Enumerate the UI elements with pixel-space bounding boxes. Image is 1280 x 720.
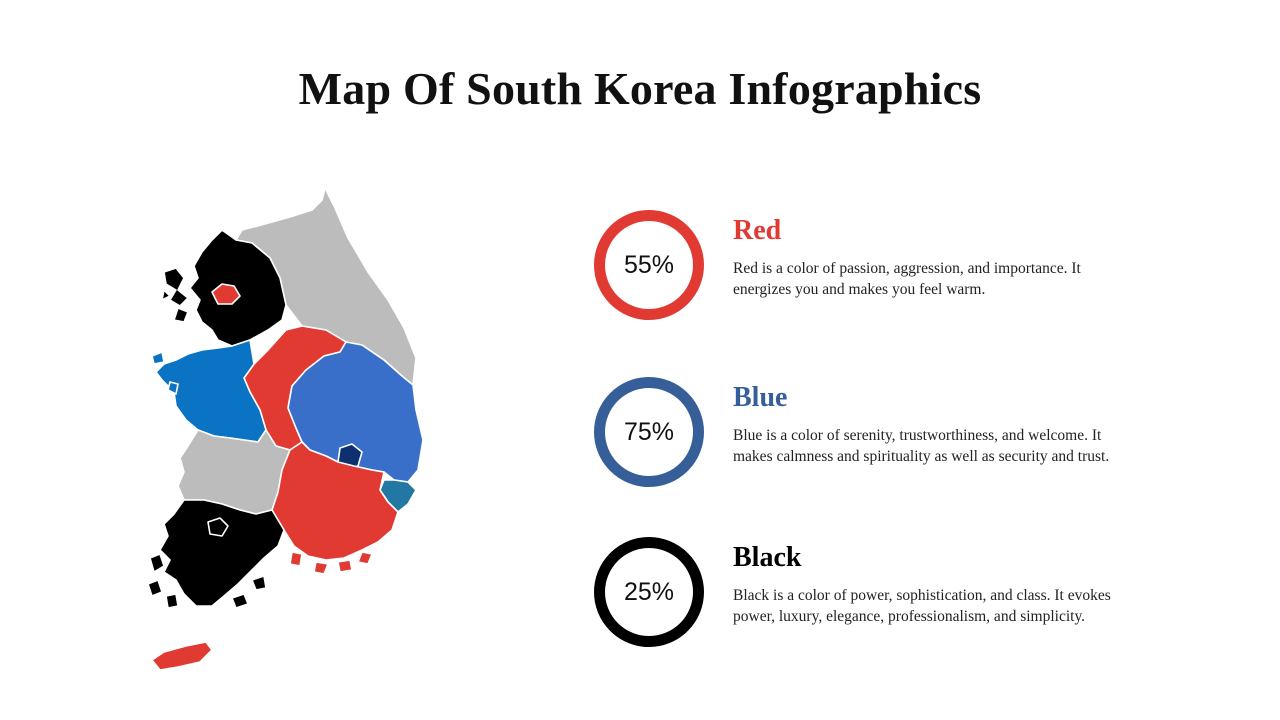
legend-item-black: 25% Black Black is a color of power, sop…: [590, 532, 1150, 652]
percent-ring-black: 25%: [594, 537, 704, 647]
south-korea-map: [140, 180, 440, 680]
percent-ring-red: 55%: [594, 210, 704, 320]
description-blue: Blue is a color of serenity, trustworthi…: [733, 427, 1110, 465]
region-gyeonggi: [189, 229, 287, 347]
region-gyeongsang-islets: [289, 551, 373, 575]
region-jeolla-islands: [147, 553, 267, 609]
region-gwangju: [207, 517, 229, 537]
south-korea-map-svg: [147, 187, 424, 671]
region-jeju: [151, 641, 213, 671]
heading-red: Red: [733, 215, 782, 246]
percent-value-red: 55%: [623, 250, 675, 279]
page-title: Map Of South Korea Infographics: [298, 63, 982, 114]
description-black: Black is a color of power, sophisticatio…: [733, 587, 1111, 625]
heading-blue: Blue: [733, 382, 788, 413]
region-south-jeolla: [159, 499, 285, 607]
legend-item-blue: 75% Blue Blue is a color of serenity, tr…: [590, 372, 1150, 492]
region-seoul: [211, 283, 241, 305]
percent-ring-blue: 75%: [594, 377, 704, 487]
region-chungcheong-islets: [151, 351, 179, 395]
region-gyeonggi-islands: [161, 267, 189, 323]
description-red: Red is a color of passion, aggression, a…: [733, 260, 1081, 298]
percent-value-black: 25%: [623, 577, 675, 606]
percent-value-blue: 75%: [623, 417, 675, 446]
heading-black: Black: [733, 542, 802, 573]
legend-item-red: 55% Red Red is a color of passion, aggre…: [590, 205, 1150, 325]
